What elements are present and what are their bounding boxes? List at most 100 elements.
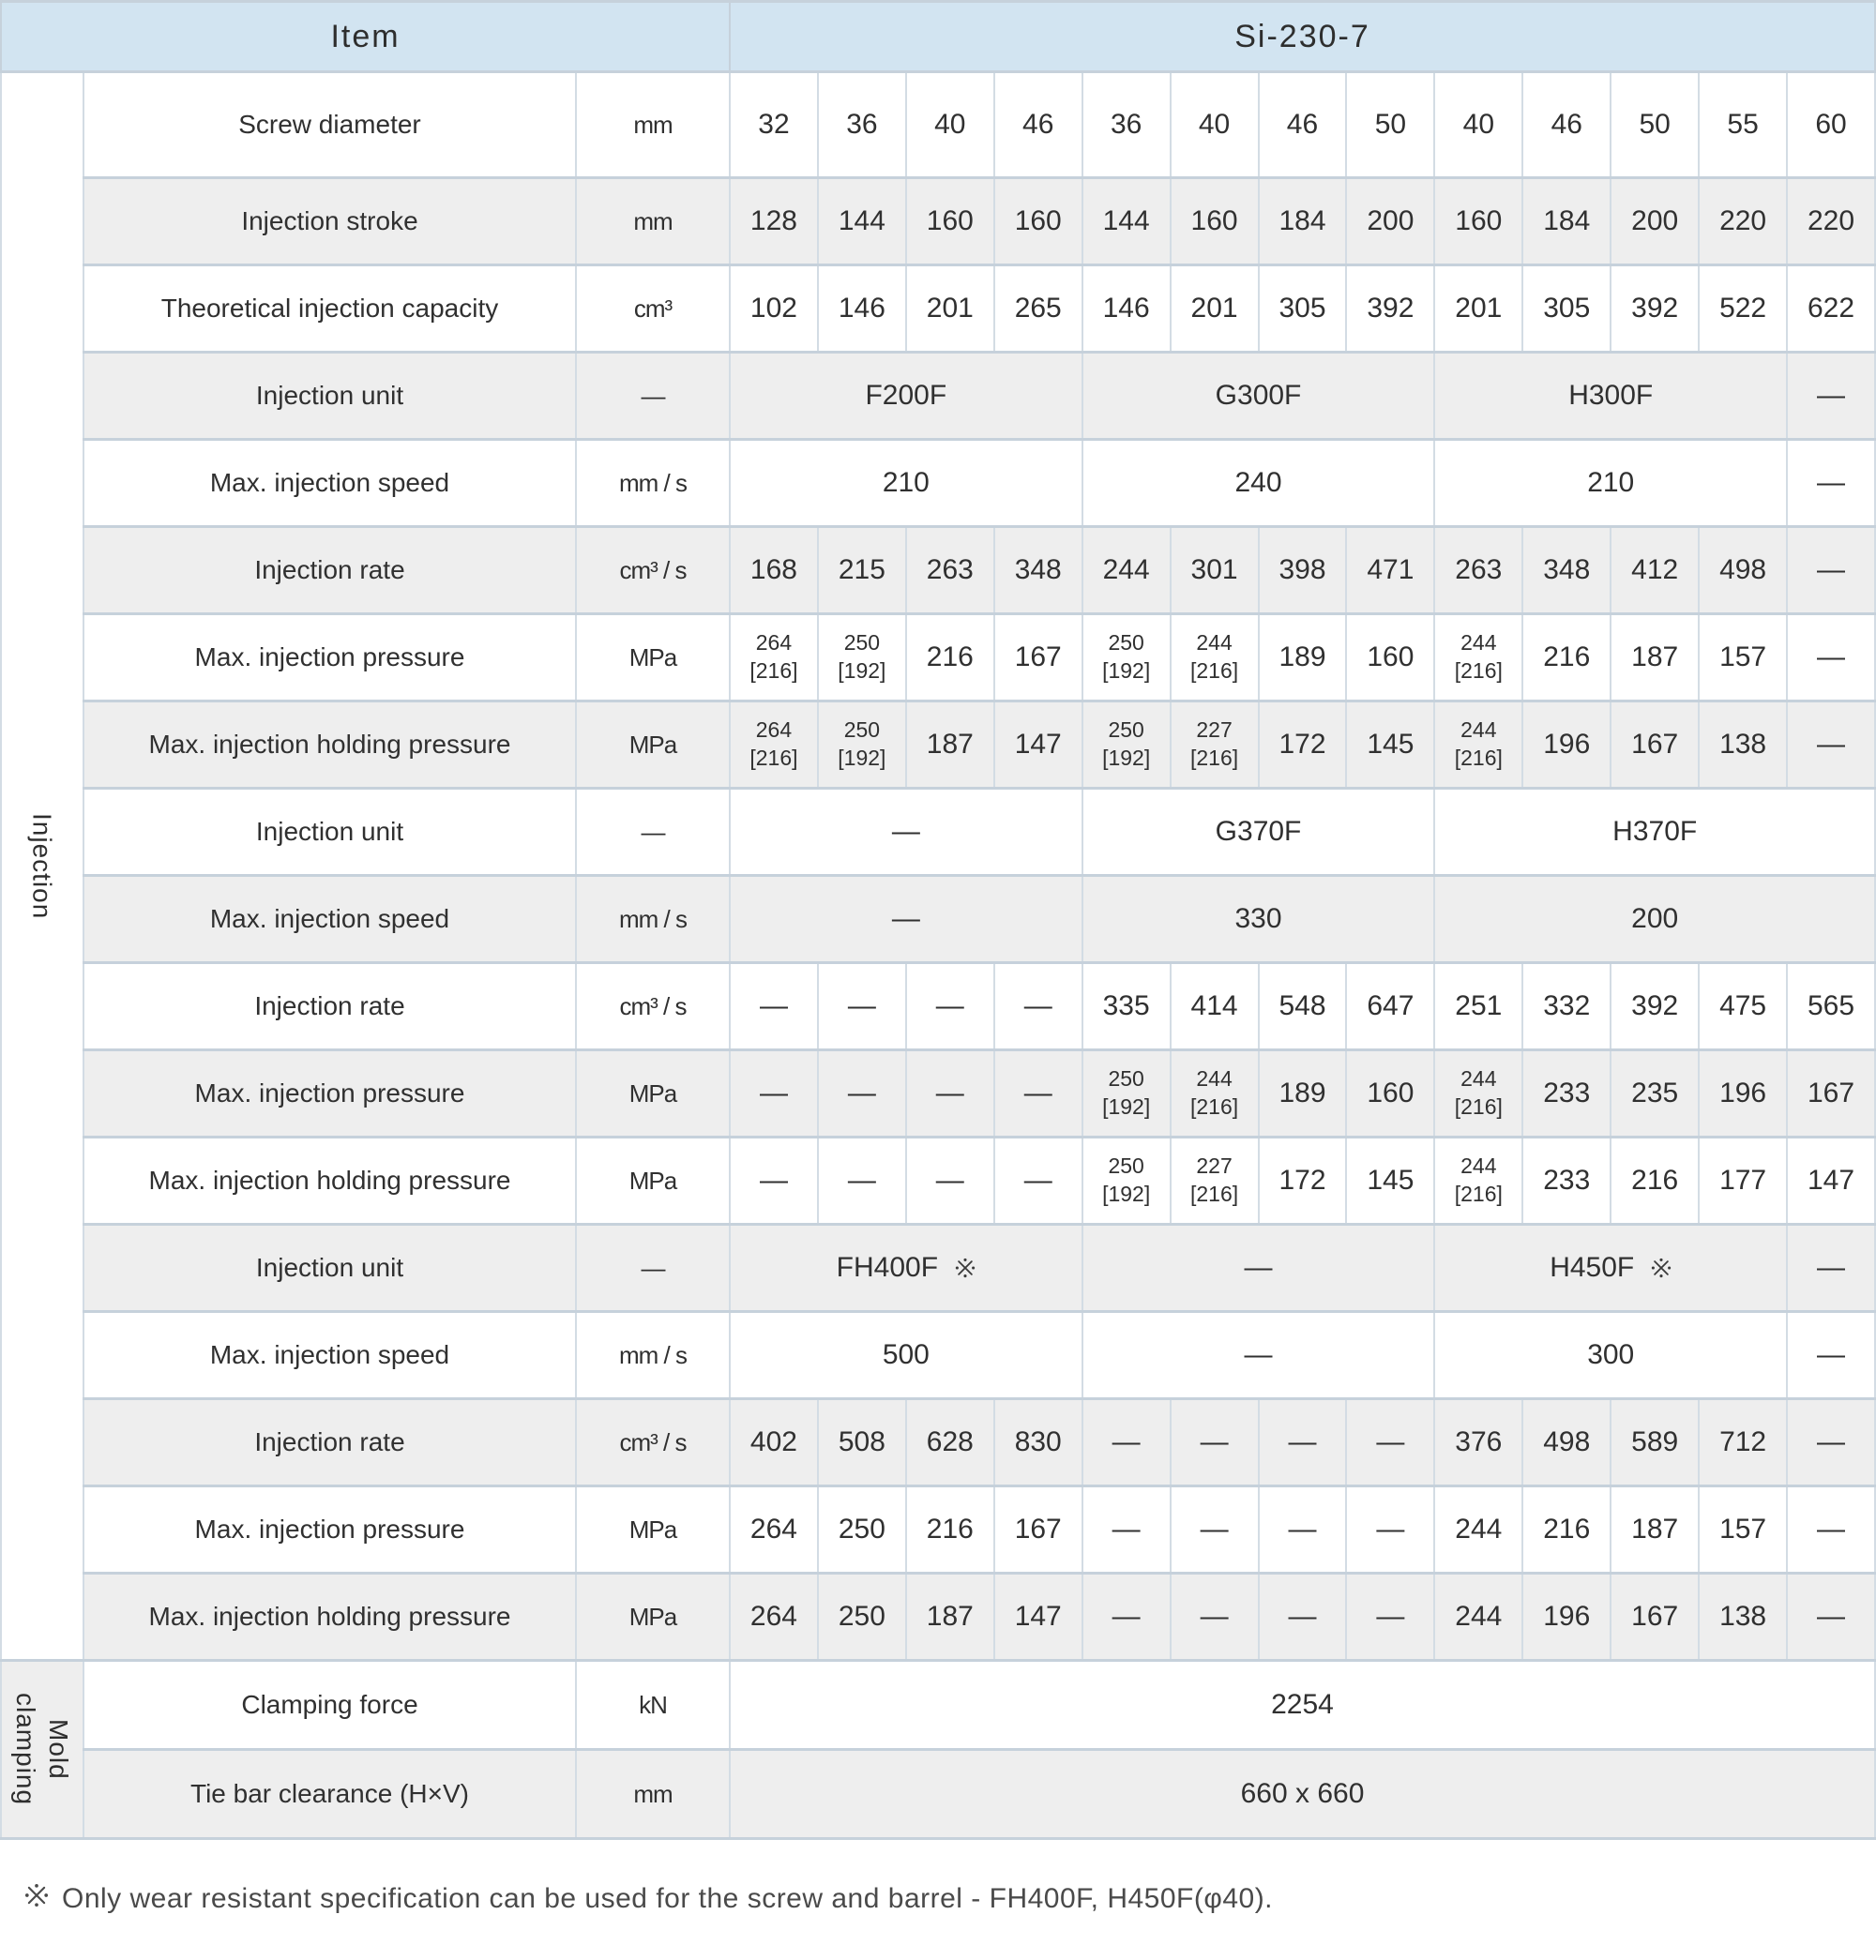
table-row: Max. injection holding pressure MPa 264 [2… <box>1 700 1876 790</box>
spec-cell: 177 <box>1698 1136 1789 1226</box>
spec-cell: 160 <box>1345 612 1436 702</box>
reference-mark-icon <box>955 1252 976 1284</box>
spec-cell: — <box>816 961 907 1051</box>
spec-cell: 244 <box>1433 1572 1524 1662</box>
spec-cell: 227 [216] <box>1169 700 1260 790</box>
unit-cell: MPa <box>575 1572 731 1662</box>
table-row: Max. injection speed mm / s 210 240 210— <box>1 438 1876 528</box>
spec-cell: 250 [192] <box>1081 612 1172 702</box>
spec-cell: G370F <box>1081 787 1436 877</box>
spec-cell: 508 <box>816 1397 907 1487</box>
spec-cell: — <box>1169 1397 1260 1487</box>
spec-cell: — <box>1169 1485 1260 1575</box>
spec-cell: 167 <box>1786 1048 1876 1138</box>
spec-cell: 414 <box>1169 961 1260 1051</box>
spec-cell: — <box>904 1136 995 1226</box>
spec-cell: 712 <box>1698 1397 1789 1487</box>
spec-cell: 147 <box>992 700 1083 790</box>
spec-cell: — <box>1345 1397 1436 1487</box>
spec-cell: 250 <box>816 1572 907 1662</box>
spec-cell: 244 [216] <box>1433 1048 1524 1138</box>
table-row: Theoretical injection capacity cm³ 102 146 2… <box>1 264 1876 354</box>
spec-cell: 244 [216] <box>1433 700 1524 790</box>
spec-cell: 200 <box>1433 874 1876 964</box>
spec-cell: 250 [192] <box>1081 700 1172 790</box>
spec-cell: 498 <box>1521 1397 1612 1487</box>
table-row: Injection stroke mm 128 144 160 160 144 160 184 2… <box>1 176 1876 266</box>
spec-cell: 189 <box>1257 612 1348 702</box>
table-row: Max. injection holding pressure MPa 264 250… <box>1 1572 1876 1662</box>
spec-cell: — <box>1786 1310 1876 1400</box>
spec-cell: 376 <box>1433 1397 1524 1487</box>
spec-cell: 60 <box>1786 70 1876 179</box>
spec-cell: 172 <box>1257 1136 1348 1226</box>
spec-cell: 250 [192] <box>1081 1048 1172 1138</box>
unit-cell: — <box>575 1223 731 1313</box>
spec-cell: 227 [216] <box>1169 1136 1260 1226</box>
spec-cell: 201 <box>1169 264 1260 354</box>
spec-cell: 160 <box>1433 176 1524 266</box>
spec-cell: 392 <box>1610 961 1701 1051</box>
spec-cell: 250 [192] <box>1081 1136 1172 1226</box>
spec-cell: 498 <box>1698 525 1789 615</box>
row-label: Max. injection pressure <box>83 1485 577 1575</box>
spec-cell: — <box>992 1136 1083 1226</box>
spec-cell: 301 <box>1169 525 1260 615</box>
spec-cell: 265 <box>992 264 1083 354</box>
row-label: Injection unit <box>83 351 577 441</box>
unit-cell: mm <box>575 70 731 179</box>
row-label: Injection unit <box>83 1223 577 1313</box>
table-row: Injection unit — F200F G300F H300F — <box>1 351 1876 441</box>
spec-cell: 250 [192] <box>816 700 907 790</box>
spec-cell: 240 <box>1081 438 1436 528</box>
unit-cell: mm / s <box>575 1310 731 1400</box>
spec-cell: 250 <box>816 1485 907 1575</box>
row-label: Max. injection speed <box>83 1310 577 1400</box>
spec-cell: 147 <box>1786 1136 1876 1226</box>
unit-cell: MPa <box>575 1048 731 1138</box>
unit-cell: MPa <box>575 1485 731 1575</box>
table-row: Injection rate cm³ / s 168 215 263 348 244 301 3… <box>1 525 1876 615</box>
spec-cell: — <box>1081 1572 1172 1662</box>
spec-table: Item Si-230-7 Injection Screw diameter mm 3… <box>0 0 1876 1840</box>
spec-cell: 196 <box>1521 700 1612 790</box>
unit-cell: MPa <box>575 1136 731 1226</box>
spec-cell: 244 [216] <box>1433 612 1524 702</box>
spec-cell: 220 <box>1786 176 1876 266</box>
spec-cell: F200F <box>729 351 1083 441</box>
spec-cell: — <box>1081 1310 1436 1400</box>
spec-cell: 187 <box>904 1572 995 1662</box>
spec-cell: 471 <box>1345 525 1436 615</box>
table-row: Max. injection speed mm / s 500—300— <box>1 1310 1876 1400</box>
spec-cell: 251 <box>1433 961 1524 1051</box>
unit-cell: mm / s <box>575 874 731 964</box>
spec-cell: — <box>1786 351 1876 441</box>
spec-cell: — <box>1786 525 1876 615</box>
spec-cell: 46 <box>1257 70 1348 179</box>
spec-cell: 36 <box>1081 70 1172 179</box>
spec-cell: 348 <box>1521 525 1612 615</box>
row-label: Max. injection holding pressure <box>83 1572 577 1662</box>
spec-cell: 233 <box>1521 1136 1612 1226</box>
spec-cell: 660 x 660 <box>729 1748 1876 1840</box>
spec-cell: 216 <box>904 1485 995 1575</box>
header-row: Item Si-230-7 <box>0 0 1876 73</box>
spec-cell: — <box>1786 1397 1876 1487</box>
table-row: Injection unit — — G370F H370F <box>1 787 1876 877</box>
spec-sheet: Item Si-230-7 Injection Screw diameter mm 3… <box>0 0 1876 1915</box>
reference-mark-icon <box>24 1883 49 1915</box>
spec-cell: 138 <box>1698 700 1789 790</box>
spec-cell: 628 <box>904 1397 995 1487</box>
spec-cell: 250 [192] <box>816 612 907 702</box>
table-row: Max. injection pressure MPa 264 [216] 250 [… <box>1 612 1876 702</box>
unit-cell: — <box>575 787 731 877</box>
spec-cell: 46 <box>992 70 1083 179</box>
row-label: Injection stroke <box>83 176 577 266</box>
spec-cell: — <box>1169 1572 1260 1662</box>
spec-cell: 32 <box>729 70 819 179</box>
spec-cell: 168 <box>729 525 819 615</box>
unit-cell: kN <box>575 1659 731 1751</box>
spec-cell: 548 <box>1257 961 1348 1051</box>
spec-cell: 264 <box>729 1485 819 1575</box>
table-row: Mold clamping Clamping force kN 2254 <box>0 1659 1876 1840</box>
